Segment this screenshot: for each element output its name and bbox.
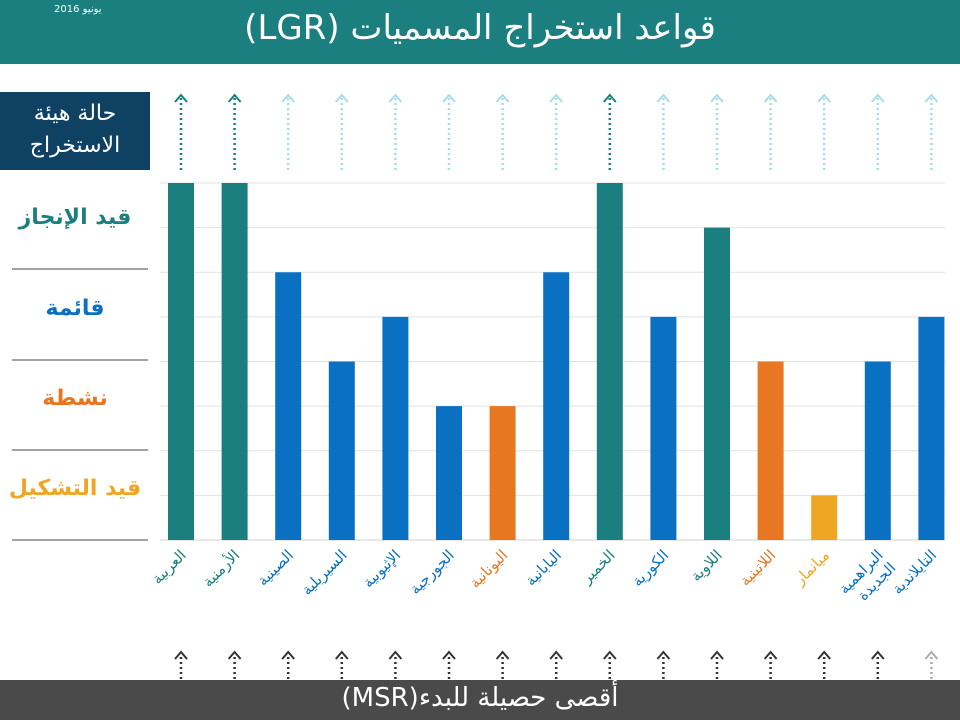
bottom-arrow-head [871, 650, 885, 660]
footer-label: أقصى حصيلة للبدء(MSR) [341, 683, 619, 713]
bar-2 [221, 183, 248, 540]
level-label-forming: قيد التشكيل [8, 476, 142, 501]
category-label-4: السيريلية [298, 546, 351, 599]
page-title: قواعد استخراج المسميات (LGR) [244, 8, 716, 48]
bar-1 [168, 183, 194, 540]
level-label-in-progress: قيد الإنجاز [18, 205, 132, 230]
status-header-line-2: الاستخراج [29, 133, 121, 158]
bar-15 [918, 316, 945, 540]
top-arrow-head [656, 93, 671, 103]
top-arrow-head [924, 93, 939, 103]
bar-4 [328, 361, 355, 540]
category-label-11: اللاوية [687, 546, 726, 585]
bar-7 [489, 406, 516, 540]
bottom-arrow-head [763, 650, 778, 660]
bar-9 [596, 183, 623, 540]
top-arrow-head [871, 93, 885, 103]
top-arrow-head [227, 93, 242, 103]
bar-13 [811, 495, 838, 540]
header-bar [0, 0, 960, 64]
bar-12 [757, 361, 784, 540]
bar-3 [275, 272, 302, 540]
category-label-9: الخمير [577, 546, 619, 588]
bottom-arrow-head [817, 650, 831, 660]
bar-8 [543, 272, 570, 540]
top-arrow-head [281, 93, 295, 103]
category-label-10: الكورية [628, 546, 672, 590]
category-label-2: الأرمنية [198, 545, 243, 590]
category-label-6: الجورجية [406, 546, 458, 598]
bottom-arrow-head [227, 650, 242, 660]
date-label: يونيو 2016 [54, 4, 102, 15]
top-arrow-head [388, 93, 403, 103]
bottom-arrow-head [388, 650, 403, 660]
footer-bar [0, 680, 960, 720]
bottom-arrow-head [710, 650, 724, 660]
bar-6 [436, 406, 462, 540]
category-label-7: اليونانية [466, 546, 512, 592]
top-arrow-head [817, 93, 831, 103]
top-arrow-head [335, 93, 349, 103]
bottom-arrow-head [549, 650, 563, 660]
category-label-5: الإثيوبية [359, 546, 404, 591]
bottom-arrow-head [174, 650, 188, 660]
category-label-13: ميانمار [790, 546, 833, 589]
level-label-active: نشطة [42, 386, 108, 411]
bar-10 [650, 316, 677, 540]
top-arrow-head [495, 93, 510, 103]
top-arrow-head [763, 93, 778, 103]
top-arrow-head [174, 93, 188, 103]
level-label-listed: قائمة [45, 296, 105, 321]
category-label-14: البراهميةالجديدة [835, 546, 899, 610]
top-arrow-head [549, 93, 563, 103]
status-header-line-1: حالة هيئة [33, 101, 117, 126]
category-label-12: اللاتينية [736, 546, 779, 589]
bottom-arrow-head [924, 650, 939, 660]
bar-5 [382, 316, 409, 540]
bottom-arrow-head [442, 650, 456, 660]
top-arrow-head [603, 93, 617, 103]
bottom-arrow-head [495, 650, 510, 660]
top-arrow-head [710, 93, 724, 103]
bottom-arrow-head [656, 650, 671, 660]
bar-14 [864, 361, 891, 540]
top-arrow-head [442, 93, 456, 103]
bottom-arrow-head [335, 650, 349, 660]
category-label-8: اليابانية [522, 546, 565, 589]
bar-chart: العربية الأرمنية الصينية السيريلية الإثيوبية… [12, 93, 945, 679]
bar-11 [704, 227, 730, 540]
category-label-1: العربية [148, 546, 190, 588]
bottom-arrow-head [281, 650, 295, 660]
bottom-arrow-head [603, 650, 617, 660]
status-header-box: حالة هيئة الاستخراج [0, 92, 150, 170]
category-label-3: الصينية [254, 546, 297, 589]
